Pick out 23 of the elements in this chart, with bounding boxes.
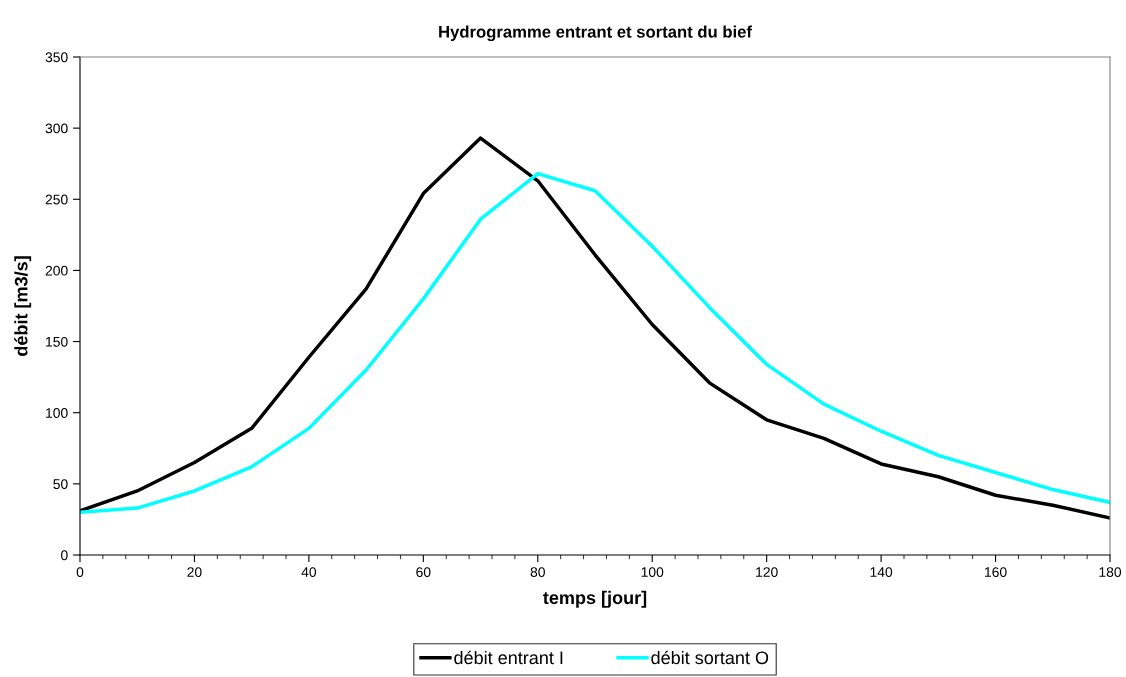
x-tick-label: 0 xyxy=(76,567,84,578)
x-tick-label: 20 xyxy=(187,567,202,578)
y-tick-label: 300 xyxy=(45,123,68,134)
x-tick-label: 120 xyxy=(756,567,778,578)
x-tick-label: 80 xyxy=(530,567,545,578)
legend-label: débit entrant I xyxy=(454,650,563,665)
x-tick-label: 140 xyxy=(870,567,893,578)
y-tick-label: 0 xyxy=(61,550,68,561)
x-tick-label: 40 xyxy=(301,567,317,578)
x-axis-title: temps [jour] xyxy=(543,590,647,608)
y-tick-label: 200 xyxy=(45,265,68,276)
y-tick-label: 50 xyxy=(53,479,68,490)
y-tick-label: 250 xyxy=(45,194,68,205)
x-tick-label: 180 xyxy=(1099,567,1122,578)
chart-title: Hydrogramme entrant et sortant du bief xyxy=(439,25,753,42)
x-tick-label: 100 xyxy=(641,567,664,578)
y-tick-label: 350 xyxy=(45,52,68,63)
x-tick-label: 60 xyxy=(416,567,431,578)
y-tick-label: 150 xyxy=(46,336,68,347)
y-tick-label: 100 xyxy=(46,408,68,418)
y-axis-title: débit [m3/s] xyxy=(14,256,32,356)
legend-label: débit sortant O xyxy=(651,650,769,665)
x-tick-label: 160 xyxy=(985,567,1007,578)
